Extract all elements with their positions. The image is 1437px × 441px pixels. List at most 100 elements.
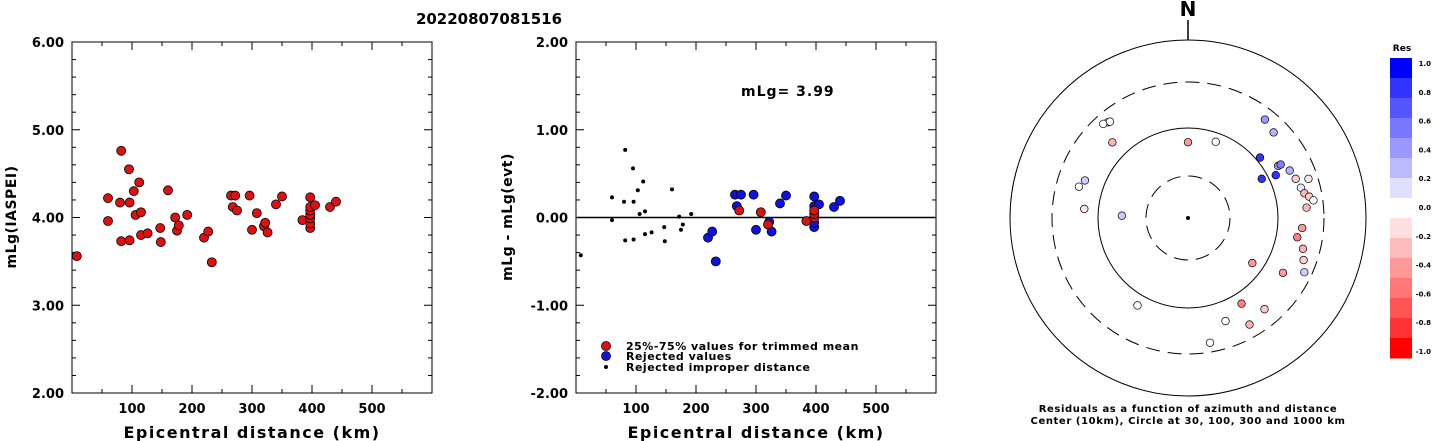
data-points xyxy=(578,147,845,267)
residual-point xyxy=(1260,305,1269,314)
colorbar-cell xyxy=(1390,58,1412,79)
data-point xyxy=(631,199,636,204)
polar-plot: N Residuals as a function of azimuth and… xyxy=(1009,0,1367,427)
residual-point xyxy=(1271,171,1280,180)
polar-caption-1: Residuals as a function of azimuth and d… xyxy=(1039,404,1338,415)
data-point xyxy=(136,207,146,218)
legend-marker-improper xyxy=(604,365,608,369)
data-point xyxy=(244,190,255,201)
data-point xyxy=(679,227,683,232)
data-point xyxy=(173,220,184,231)
residual-point xyxy=(1293,233,1302,242)
data-point xyxy=(124,235,135,246)
data-point xyxy=(115,197,125,208)
mlg-value: mLg= 3.99 xyxy=(741,84,835,100)
data-point xyxy=(182,209,193,220)
data-point xyxy=(781,190,791,201)
panel-residual: 100 200 300 400 500 -2.00 -1.00 0.00 1.00 2.00 mL… xyxy=(500,36,937,441)
legend-label-rejected: Rejected values xyxy=(626,350,732,363)
legend: 25%-75% values for trimmed mean Rejected… xyxy=(601,340,859,374)
residual-point xyxy=(1302,203,1311,212)
data-points xyxy=(71,145,341,268)
data-point xyxy=(155,223,166,233)
y-axis-label: mLg(IASPEI) xyxy=(4,166,20,269)
y-tick-label: 6.00 xyxy=(32,36,64,51)
data-point xyxy=(310,200,320,211)
residual-point xyxy=(1255,153,1265,162)
colorbar-cell xyxy=(1390,158,1412,179)
residual-point xyxy=(1276,160,1285,169)
data-point xyxy=(755,207,766,218)
x-tick-label: 100 xyxy=(622,402,649,417)
residual-point xyxy=(1269,128,1278,137)
colorbar-cell xyxy=(1390,258,1412,279)
colorbar-cell xyxy=(1390,338,1412,359)
data-point xyxy=(578,253,583,258)
data-point xyxy=(623,147,628,152)
data-point xyxy=(128,186,139,197)
colorbar-tick-label: 0.0 xyxy=(1419,204,1432,212)
y-axis-label: mLg - mLg(evt) xyxy=(500,153,516,281)
colorbar-tick-label: 0.2 xyxy=(1419,175,1432,183)
residual-point xyxy=(1285,166,1294,175)
data-point xyxy=(643,232,647,237)
y-tick-label: -1.00 xyxy=(531,299,568,314)
residual-point xyxy=(1211,137,1220,146)
colorbar-cell xyxy=(1390,278,1412,299)
x-tick-label: 200 xyxy=(682,402,709,417)
data-point xyxy=(230,190,241,201)
legend-marker-trimmed xyxy=(601,341,611,351)
residual-point xyxy=(1205,338,1215,347)
data-point xyxy=(751,224,761,235)
data-point xyxy=(809,205,820,216)
x-tick-label: 400 xyxy=(298,402,325,417)
y-tick-label: 2.00 xyxy=(32,387,64,402)
colorbar-tick-label: 0.4 xyxy=(1419,146,1432,154)
colorbar-tick-label: -0.2 xyxy=(1416,233,1431,241)
data-point xyxy=(835,195,845,206)
data-point xyxy=(232,205,242,216)
colorbar-cell xyxy=(1390,298,1412,319)
x-tick-label: 300 xyxy=(742,402,769,417)
colorbar: Res 1.0 0.8 0.6 0.4 0.2 0.0 -0.2 -0.4 -0.6 -0.8 -1… xyxy=(1390,44,1431,359)
data-point xyxy=(610,195,614,200)
y-tick-label: 2.00 xyxy=(536,36,568,51)
y-tick-label: 5.00 xyxy=(32,124,64,139)
data-point xyxy=(662,225,667,230)
data-point xyxy=(206,257,217,268)
residual-point xyxy=(1309,196,1318,205)
tick-labels: 100 200 300 400 500 2.00 3.00 4.00 5.00 6.00 xyxy=(32,36,386,417)
residual-point xyxy=(1183,138,1193,147)
plot-frame xyxy=(71,41,433,394)
x-tick-label: 500 xyxy=(862,402,889,417)
data-point xyxy=(707,226,718,237)
data-point xyxy=(203,226,214,237)
data-point xyxy=(124,197,135,208)
data-point xyxy=(331,196,341,207)
polar-caption-2: Center (10km), Circle at 30, 100, 300 an… xyxy=(1031,416,1346,427)
tick-labels: 100 200 300 400 500 -2.00 -1.00 0.00 1.00 2.00 xyxy=(531,36,890,417)
colorbar-cell xyxy=(1390,318,1412,339)
colorbar-tick-label: 0.8 xyxy=(1419,89,1432,97)
legend-label-trimmed: 25%-75% values for trimmed mean xyxy=(626,340,859,353)
data-point xyxy=(116,145,127,156)
data-point xyxy=(277,191,287,202)
y-tick-label: 3.00 xyxy=(32,299,64,314)
data-point xyxy=(71,251,82,262)
data-point xyxy=(170,212,181,223)
data-point xyxy=(623,238,628,243)
colorbar-tick-label: 0.6 xyxy=(1419,118,1432,126)
data-point xyxy=(643,209,647,214)
residual-point xyxy=(1257,174,1266,183)
north-label: N xyxy=(1180,0,1197,21)
data-point xyxy=(247,224,257,235)
data-point xyxy=(142,228,153,239)
data-point xyxy=(689,211,694,216)
colorbar-cell xyxy=(1390,198,1412,219)
data-point xyxy=(763,219,773,230)
residual-point xyxy=(1105,117,1115,126)
data-point xyxy=(635,188,640,193)
ring-30km xyxy=(1145,175,1231,261)
colorbar-cell xyxy=(1390,218,1412,239)
